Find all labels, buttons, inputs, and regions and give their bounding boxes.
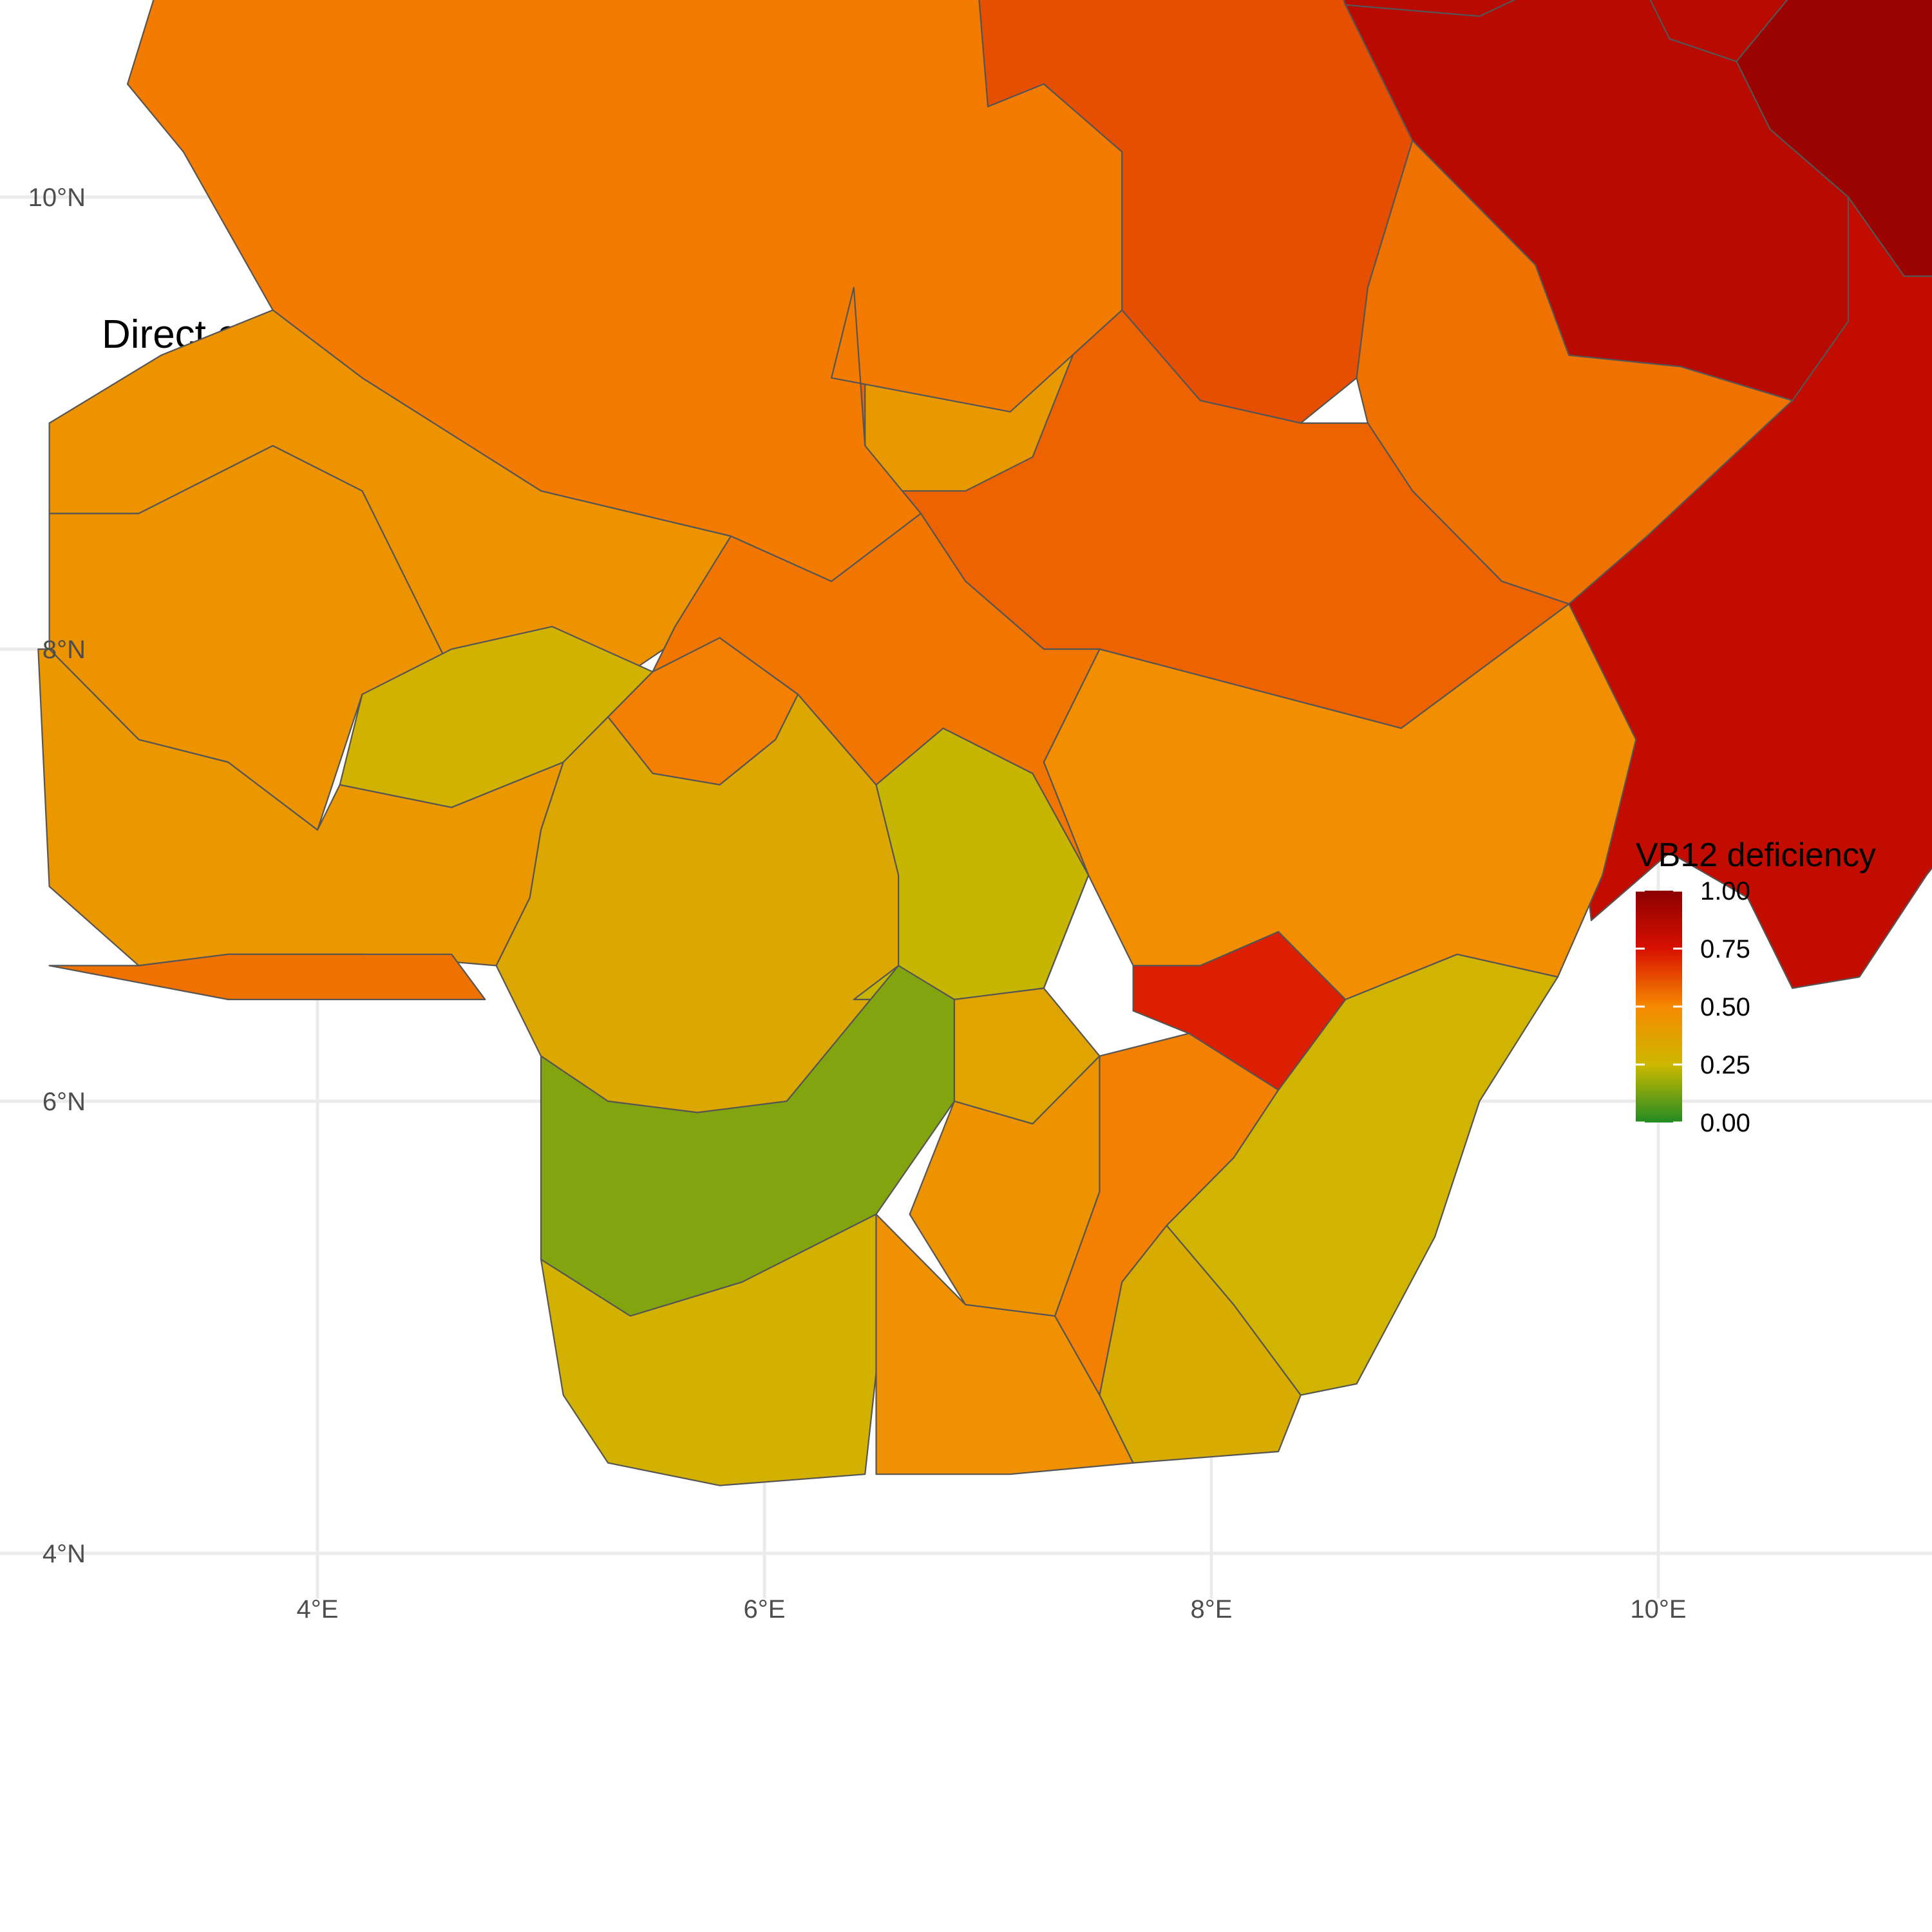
region-polygons (37, 0, 1932, 1486)
y-tick-label: 6°N (43, 1088, 86, 1116)
x-tick-label: 6°E (744, 1595, 786, 1624)
legend: VB12 deficiency 1.00 0.75 0.50 0.25 0.00 (1636, 837, 1876, 1137)
legend-label: 0.75 (1700, 935, 1750, 963)
legend-label: 1.00 (1700, 877, 1750, 905)
y-tick-label: 4°N (43, 1540, 86, 1568)
y-axis-tick-labels: 4°N6°N8°N10°N12°N14°N (28, 184, 86, 1568)
region-polygon (1343, 0, 1516, 17)
region-polygon (540, 1213, 877, 1486)
y-tick-label: 8°N (43, 636, 86, 664)
x-axis-tick-labels: 4°E6°E8°E10°E12°E14°E (297, 1595, 1687, 1624)
y-tick-label: 10°N (28, 184, 86, 212)
legend-label: 0.25 (1700, 1051, 1750, 1079)
x-tick-label: 10°E (1630, 1595, 1686, 1624)
legend-title: VB12 deficiency (1636, 837, 1876, 874)
x-tick-label: 4°E (297, 1595, 339, 1624)
legend-label: 0.00 (1700, 1109, 1750, 1137)
region-polygon (652, 513, 1101, 876)
x-tick-label: 8°E (1191, 1595, 1233, 1624)
region-polygon (48, 953, 486, 1001)
legend-label: 0.50 (1700, 993, 1750, 1021)
